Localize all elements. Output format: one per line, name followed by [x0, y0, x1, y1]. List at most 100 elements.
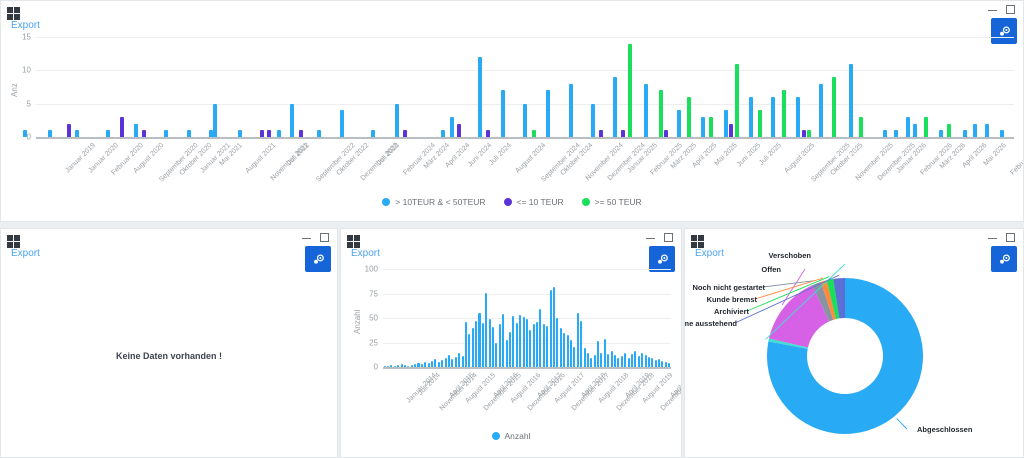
bar[interactable]: [624, 353, 627, 367]
bar[interactable]: [536, 321, 539, 367]
bar[interactable]: [593, 355, 596, 367]
bar[interactable]: [573, 347, 576, 367]
maximize-icon[interactable]: [664, 233, 673, 242]
bar[interactable]: [106, 130, 110, 137]
bar[interactable]: [724, 110, 728, 137]
grid-handle-icon[interactable]: [7, 7, 20, 20]
bar[interactable]: [963, 130, 967, 137]
bar[interactable]: [317, 130, 321, 137]
bar[interactable]: [939, 130, 943, 137]
bar[interactable]: [213, 103, 217, 137]
bar[interactable]: [701, 117, 705, 137]
bar[interactable]: [437, 362, 440, 367]
bar[interactable]: [481, 322, 484, 367]
bar[interactable]: [630, 354, 633, 367]
bar[interactable]: [67, 123, 71, 137]
bar[interactable]: [782, 90, 786, 137]
bar[interactable]: [461, 356, 464, 367]
bar[interactable]: [397, 365, 400, 367]
bar[interactable]: [458, 353, 461, 367]
bar[interactable]: [451, 359, 454, 367]
settings-gear-button-bottom-left[interactable]: [305, 246, 331, 272]
bar[interactable]: [599, 130, 603, 137]
bar[interactable]: [563, 332, 566, 367]
bar[interactable]: [617, 358, 620, 367]
grid-handle-icon[interactable]: [691, 235, 704, 248]
bar[interactable]: [607, 354, 610, 367]
bar[interactable]: [687, 97, 691, 137]
bar[interactable]: [807, 130, 811, 137]
bar[interactable]: [395, 103, 399, 137]
bar[interactable]: [478, 313, 481, 367]
bar[interactable]: [475, 320, 478, 367]
bar[interactable]: [661, 361, 664, 367]
bar[interactable]: [508, 331, 511, 367]
bar[interactable]: [644, 83, 648, 137]
bar[interactable]: [512, 316, 515, 367]
bar[interactable]: [120, 117, 124, 137]
export-button-bottom-right[interactable]: Export: [695, 248, 724, 259]
bar[interactable]: [23, 130, 27, 137]
bar[interactable]: [525, 318, 528, 367]
bar[interactable]: [431, 361, 434, 367]
bar[interactable]: [546, 325, 549, 367]
legend-item[interactable]: >= 50 TEUR: [581, 197, 642, 207]
bar[interactable]: [569, 83, 573, 137]
bar[interactable]: [947, 123, 951, 137]
bar[interactable]: [434, 359, 437, 367]
bar[interactable]: [478, 57, 482, 137]
bar[interactable]: [495, 343, 498, 367]
export-button-bottom-left[interactable]: Export: [11, 248, 40, 259]
legend-item[interactable]: <= 10 TEUR: [503, 197, 564, 207]
bar[interactable]: [539, 309, 542, 367]
bar[interactable]: [1000, 130, 1004, 137]
minimize-icon[interactable]: [988, 5, 997, 14]
donut-slice[interactable]: Kunde bremst: 1.2: [820, 280, 837, 320]
bar[interactable]: [407, 365, 410, 367]
bar[interactable]: [515, 322, 518, 367]
bar[interactable]: [371, 130, 375, 137]
minimize-icon[interactable]: [302, 233, 311, 242]
bar[interactable]: [894, 130, 898, 137]
bar[interactable]: [444, 358, 447, 367]
bar[interactable]: [637, 356, 640, 367]
bar[interactable]: [519, 315, 522, 367]
bar[interactable]: [677, 110, 681, 137]
bar[interactable]: [576, 313, 579, 367]
bar[interactable]: [583, 348, 586, 367]
bar[interactable]: [644, 355, 647, 367]
bar[interactable]: [819, 83, 823, 137]
bar[interactable]: [614, 355, 617, 367]
bar[interactable]: [906, 117, 910, 137]
donut-slice[interactable]: Abgeschlossen: 78: [767, 278, 923, 434]
bar[interactable]: [468, 333, 471, 367]
bar[interactable]: [414, 364, 417, 367]
bar[interactable]: [441, 360, 444, 367]
bar[interactable]: [654, 360, 657, 367]
bar[interactable]: [529, 329, 532, 367]
bar[interactable]: [883, 130, 887, 137]
minimize-icon[interactable]: [988, 233, 997, 242]
bar[interactable]: [486, 130, 490, 137]
bar[interactable]: [709, 117, 713, 137]
export-button-bottom-middle[interactable]: Export: [351, 248, 380, 259]
legend-item[interactable]: Anzahl: [491, 431, 531, 441]
grid-handle-icon[interactable]: [347, 235, 360, 248]
bar[interactable]: [164, 130, 168, 137]
bar[interactable]: [664, 362, 667, 367]
bar[interactable]: [299, 130, 303, 137]
donut-slice[interactable]: Offen: 14.5: [768, 285, 830, 348]
bar[interactable]: [488, 318, 491, 367]
bar[interactable]: [187, 130, 191, 137]
bar[interactable]: [590, 358, 593, 367]
bar[interactable]: [634, 351, 637, 367]
bar[interactable]: [913, 123, 917, 137]
bar[interactable]: [457, 123, 461, 137]
bar[interactable]: [729, 123, 733, 137]
bar[interactable]: [985, 123, 989, 137]
bar[interactable]: [613, 77, 617, 137]
bar[interactable]: [664, 130, 668, 137]
bar[interactable]: [471, 327, 474, 367]
bar[interactable]: [492, 326, 495, 367]
bar[interactable]: [647, 357, 650, 367]
